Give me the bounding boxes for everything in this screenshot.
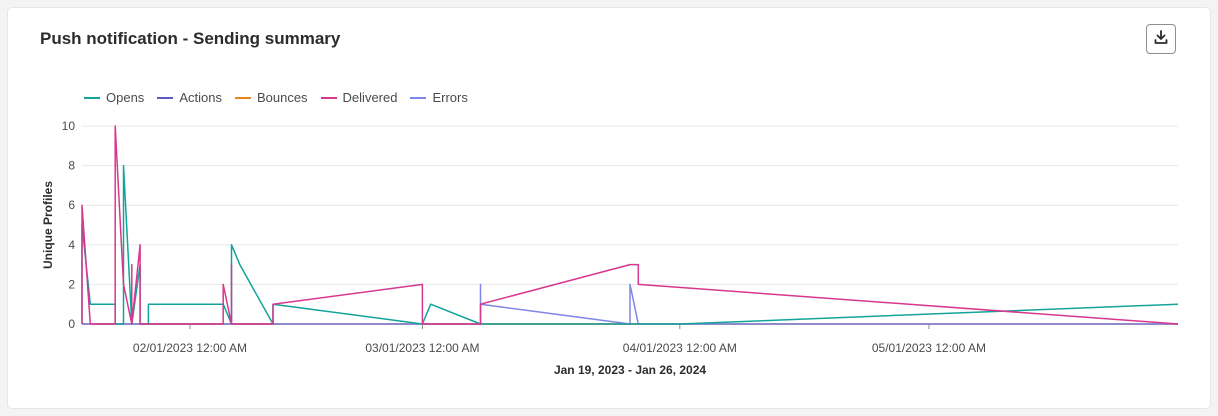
legend-item[interactable]: Opens: [84, 90, 144, 105]
download-button[interactable]: [1146, 24, 1176, 54]
y-tick-label: 4: [68, 238, 75, 252]
x-tick-label: 05/01/2023 12:00 AM: [872, 341, 986, 355]
legend-swatch: [84, 96, 100, 99]
legend-item[interactable]: Delivered: [320, 90, 398, 105]
series-line-delivered: [81, 125, 1179, 325]
legend-item[interactable]: Errors: [410, 90, 468, 105]
y-tick-label: 2: [68, 277, 75, 291]
legend-swatch: [157, 96, 174, 99]
chart-card: Push notification - Sending summary Open…: [8, 8, 1210, 408]
legend-item[interactable]: Actions: [157, 90, 222, 105]
legend-item[interactable]: Bounces: [234, 90, 308, 105]
x-tick-label: 02/01/2023 12:00 AM: [133, 341, 247, 355]
x-tick-label: 03/01/2023 12:00 AM: [365, 341, 479, 355]
y-tick-label: 6: [68, 198, 75, 212]
y-tick-label: 8: [68, 159, 75, 173]
series-line-errors: [82, 283, 1178, 325]
legend-label: Errors: [432, 90, 468, 105]
page-title: Push notification - Sending summary: [40, 29, 341, 48]
legend-label: Actions: [179, 90, 222, 105]
x-axis-title: Jan 19, 2023 - Jan 26, 2024: [554, 363, 706, 377]
legend-swatch: [234, 96, 251, 99]
download-icon: [1153, 29, 1169, 50]
legend-swatch: [410, 96, 427, 99]
legend-label: Opens: [106, 90, 145, 105]
legend-swatch: [320, 96, 337, 99]
legend-label: Delivered: [342, 90, 398, 105]
x-tick-label: 04/01/2023 12:00 AM: [623, 341, 737, 355]
y-tick-label: 10: [62, 119, 76, 133]
y-tick-label: 0: [68, 317, 75, 331]
y-axis-title: Unique Profiles: [41, 181, 55, 269]
chart-legend: Opens Actions Bounces Delivered Errors: [84, 90, 468, 105]
legend-label: Bounces: [256, 90, 308, 105]
